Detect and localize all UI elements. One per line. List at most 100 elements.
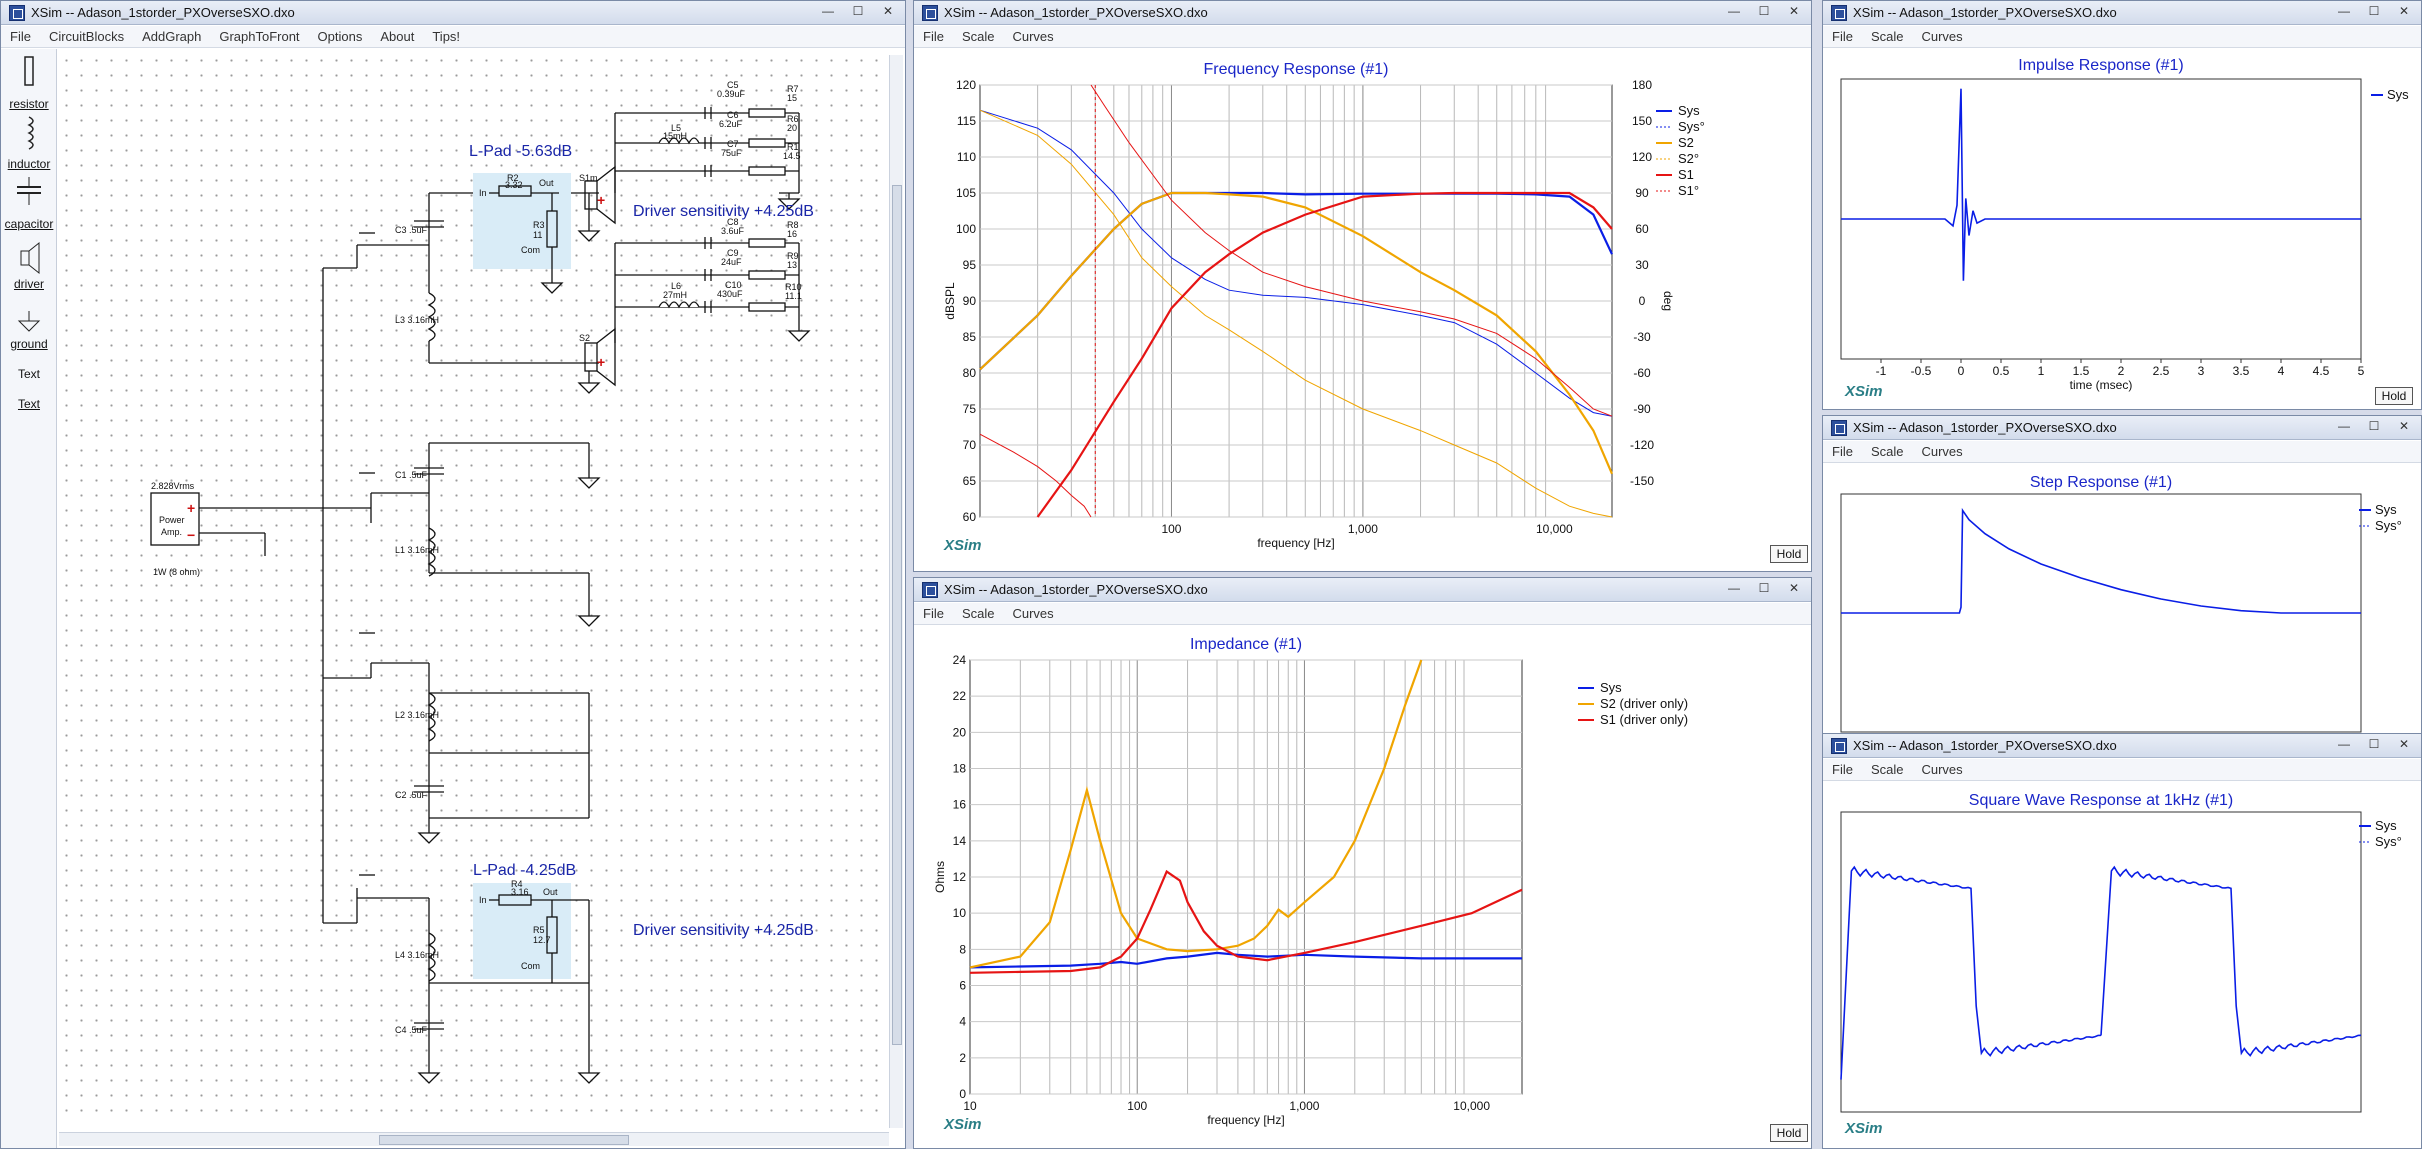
palette-text-link[interactable]: Text (17, 397, 40, 411)
menu-curves[interactable]: Curves (1921, 444, 1963, 459)
y-tick-label: 65 (963, 474, 977, 488)
y2-tick-label: -150 (1630, 474, 1654, 488)
legend-entry-2: S1 (driver only) (1600, 712, 1688, 727)
hold-button[interactable]: Hold (2375, 387, 2413, 405)
menu-curves[interactable]: Curves (1012, 29, 1054, 44)
maximize-icon[interactable]: ☐ (852, 4, 864, 18)
y-tick-label: 95 (963, 258, 977, 272)
maximize-icon[interactable]: ☐ (2368, 419, 2380, 433)
x-tick-label: 4.5 (2313, 364, 2330, 378)
x-tick-label: 1,000 (1348, 522, 1378, 536)
c2-label: C2 .5uF (395, 790, 428, 800)
menu-about[interactable]: About (380, 29, 415, 44)
r9-value: 13 (787, 260, 797, 270)
schematic-hscrollbar[interactable] (59, 1132, 889, 1146)
impulse-chart[interactable]: -1 -0.5 0 0.5 1 1.5 2 2.5 3 3.5 4 4.5 5 time (msec) Sy… (1823, 49, 2422, 410)
menu-file[interactable]: File (1832, 444, 1853, 459)
maximize-icon[interactable]: ☐ (2368, 737, 2380, 751)
menu-scale[interactable]: Scale (961, 606, 995, 621)
low-phase-segment (979, 433, 1092, 518)
c10-value: 430uF (717, 289, 743, 299)
palette-driver[interactable]: driver (13, 277, 44, 291)
step-titlebar[interactable]: XSim -- Adason_1storder_PXOverseSXO.dxo … (1823, 416, 2421, 440)
menu-graphtofront[interactable]: GraphToFront (219, 29, 300, 44)
menu-file[interactable]: File (923, 29, 944, 44)
minimize-icon[interactable]: — (2338, 4, 2350, 18)
close-icon[interactable]: ✕ (2398, 737, 2410, 751)
sensitivity-top[interactable]: Driver sensitivity +4.25dB (633, 203, 814, 220)
y-tick-label: 75 (963, 402, 977, 416)
y-tick-label: 24 (953, 653, 967, 667)
legend-entry-1: Sys° (2375, 834, 2402, 849)
legend-entry-0: Sys (1678, 103, 1700, 118)
menu-file[interactable]: File (10, 29, 31, 44)
palette-resistor[interactable]: resistor (9, 97, 49, 111)
minimize-icon[interactable]: — (2338, 419, 2350, 433)
schematic-vscrollbar[interactable] (889, 55, 903, 1128)
maximize-icon[interactable]: ☐ (1758, 581, 1770, 595)
source-label-2: Amp. (161, 527, 182, 537)
close-icon[interactable]: ✕ (882, 4, 894, 18)
s2-plus-icon: + (597, 354, 605, 370)
schematic-titlebar[interactable]: XSim -- Adason_1storder_PXOverseSXO.dxo … (1, 1, 905, 25)
palette-text[interactable]: Text (17, 367, 40, 381)
minimize-icon[interactable]: — (1728, 4, 1740, 18)
menu-file[interactable]: File (923, 606, 944, 621)
menu-addgraph[interactable]: AddGraph (142, 29, 202, 44)
menu-curves[interactable]: Curves (1921, 762, 1963, 777)
s1-label: S1m (579, 173, 598, 183)
series-line-1 (969, 659, 1423, 969)
menu-file[interactable]: File (1832, 29, 1853, 44)
hold-button[interactable]: Hold (1770, 1124, 1808, 1142)
palette-inductor[interactable]: inductor (7, 157, 51, 171)
lpad-top-in: In (479, 188, 487, 198)
lpad-top-title[interactable]: L-Pad -5.63dB (469, 143, 572, 160)
y-tick-label: 12 (953, 870, 967, 884)
minimize-icon[interactable]: — (2338, 737, 2350, 751)
close-icon[interactable]: ✕ (2398, 4, 2410, 18)
y2-tick-label: 90 (1635, 186, 1649, 200)
minimize-icon[interactable]: — (1728, 581, 1740, 595)
square-titlebar[interactable]: XSim -- Adason_1storder_PXOverseSXO.dxo … (1823, 734, 2421, 758)
menu-curves[interactable]: Curves (1921, 29, 1963, 44)
freq-titlebar[interactable]: XSim -- Adason_1storder_PXOverseSXO.dxo … (914, 1, 1811, 25)
maximize-icon[interactable]: ☐ (2368, 4, 2380, 18)
menu-curves[interactable]: Curves (1012, 606, 1054, 621)
inductor-icon (27, 116, 34, 150)
schematic-canvas[interactable]: R2 3.32 R3 11 In Out Com S1m S2 R4 3.16 … (59, 53, 881, 1119)
impedance-titlebar[interactable]: XSim -- Adason_1storder_PXOverseSXO.dxo … (914, 578, 1811, 602)
step-menubar: File Scale Curves (1823, 441, 2421, 463)
x-tick-label: 10 (963, 1099, 977, 1113)
menu-scale[interactable]: Scale (1870, 444, 1904, 459)
impulse-titlebar[interactable]: XSim -- Adason_1storder_PXOverseSXO.dxo … (1823, 1, 2421, 25)
minimize-icon[interactable]: — (822, 4, 834, 18)
y2-tick-label: -60 (1633, 366, 1651, 380)
menu-options[interactable]: Options (317, 29, 363, 44)
freq-chart[interactable]: 60 65 70 75 80 85 90 95 100 105 110 115 120 -150 -120 -… (914, 49, 1812, 569)
menu-tips[interactable]: Tips! (432, 29, 461, 44)
power-amp-block (150, 492, 200, 546)
menu-circuitblocks[interactable]: CircuitBlocks (48, 29, 125, 44)
palette-ground[interactable]: ground (10, 337, 48, 351)
sensitivity-bottom[interactable]: Driver sensitivity +4.25dB (633, 922, 814, 939)
y2-tick-label: 180 (1632, 78, 1652, 92)
menu-file[interactable]: File (1832, 762, 1853, 777)
close-icon[interactable]: ✕ (2398, 419, 2410, 433)
close-icon[interactable]: ✕ (1788, 4, 1800, 18)
menu-scale[interactable]: Scale (961, 29, 995, 44)
y2-tick-label: -120 (1630, 438, 1654, 452)
hold-button[interactable]: Hold (1770, 545, 1808, 563)
palette-capacitor[interactable]: capacitor (4, 217, 54, 231)
series-line-2 (969, 869, 1523, 974)
close-icon[interactable]: ✕ (1788, 581, 1800, 595)
maximize-icon[interactable]: ☐ (1758, 4, 1770, 18)
c1-label: C1 .5uF (395, 470, 428, 480)
y-tick-label: 10 (953, 906, 967, 920)
menu-scale[interactable]: Scale (1870, 762, 1904, 777)
menu-scale[interactable]: Scale (1870, 29, 1904, 44)
x-tick-label: 4 (2278, 364, 2285, 378)
lpad-bottom-title[interactable]: L-Pad -4.25dB (473, 862, 576, 879)
